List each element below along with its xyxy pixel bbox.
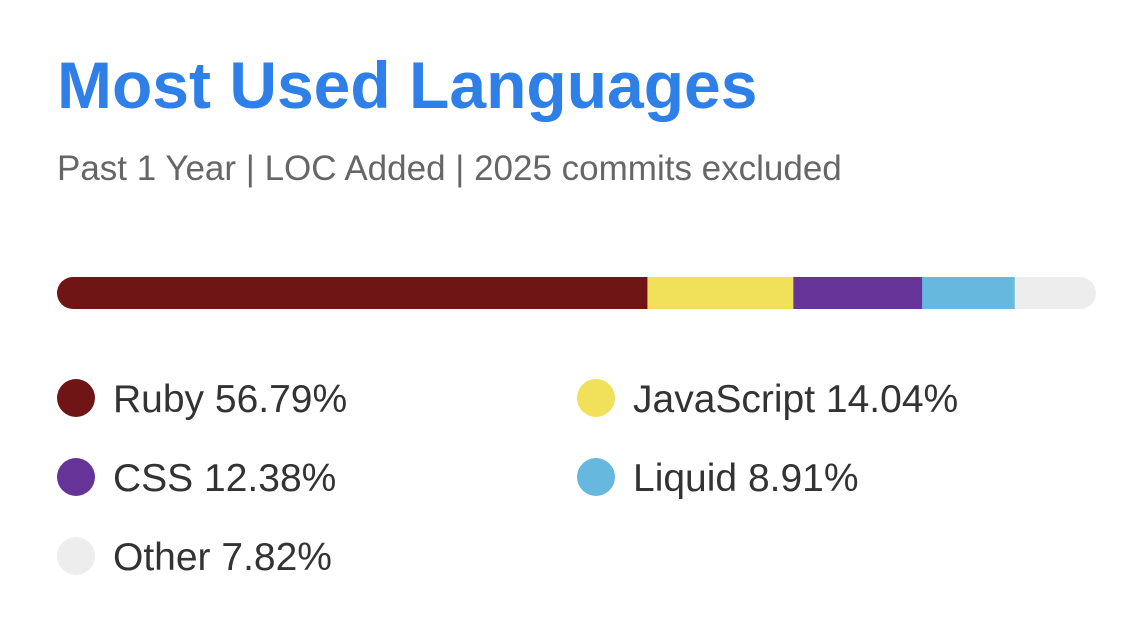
legend-entry: Ruby 56.79% — [113, 378, 347, 421]
legend-swatch — [577, 458, 615, 496]
bar-segment — [647, 277, 794, 309]
legend-name: JavaScript — [633, 378, 815, 421]
legend-swatch — [57, 379, 95, 417]
legend-swatch — [57, 537, 95, 575]
legend-name: Liquid — [633, 457, 737, 500]
bar-segment — [57, 277, 648, 309]
legend-value: 8.91% — [748, 457, 859, 500]
legend-value: 12.38% — [204, 457, 336, 500]
stacked-bar — [57, 277, 1096, 309]
legend-entry: JavaScript 14.04% — [633, 378, 958, 421]
chart-title: Most Used Languages — [57, 48, 757, 122]
legend-value: 56.79% — [215, 378, 347, 421]
legend-value: 7.82% — [221, 536, 332, 579]
legend-name: Ruby — [113, 378, 205, 421]
legend-entry: CSS 12.38% — [113, 457, 336, 500]
bar-segment — [1014, 277, 1096, 309]
legend-name: Other — [113, 536, 211, 579]
legend-swatch — [57, 458, 95, 496]
legend-swatch — [577, 379, 615, 417]
bar-segment — [793, 277, 923, 309]
legend-name: CSS — [113, 457, 193, 500]
legend-value: 14.04% — [826, 378, 958, 421]
legend: Ruby 56.79% JavaScript 14.04% CSS 12.38% Li… — [57, 378, 958, 579]
chart-subtitle: Past 1 Year | LOC Added | 2025 commits e… — [57, 149, 842, 188]
bar-segment — [922, 277, 1016, 309]
legend-entry: Other 7.82% — [113, 536, 332, 579]
legend-entry: Liquid 8.91% — [633, 457, 859, 500]
